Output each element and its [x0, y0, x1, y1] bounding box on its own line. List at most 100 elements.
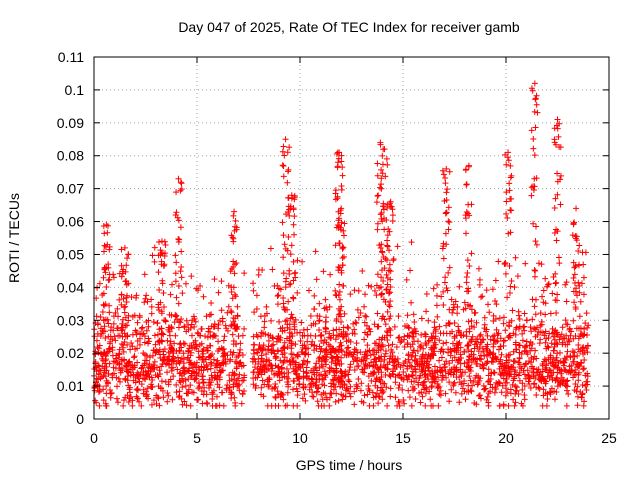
y-tick-label: 0.07: [57, 181, 84, 197]
data-point: [444, 287, 451, 294]
data-point: [151, 358, 158, 365]
data-point: [387, 198, 394, 205]
data-point: [378, 274, 385, 281]
data-point: [100, 372, 107, 379]
data-point: [238, 400, 245, 407]
data-point: [346, 378, 353, 385]
data-point: [452, 389, 459, 396]
data-point: [450, 380, 457, 387]
data-point: [281, 241, 288, 248]
data-point: [125, 251, 132, 258]
data-point: [313, 360, 320, 367]
data-point: [315, 385, 322, 392]
data-point: [237, 346, 244, 353]
data-point: [258, 352, 265, 359]
data-point: [97, 314, 104, 321]
data-point: [428, 344, 435, 351]
data-point: [465, 201, 472, 208]
data-point: [104, 241, 111, 248]
data-point: [585, 322, 592, 329]
data-point: [333, 326, 340, 333]
data-point: [492, 384, 499, 391]
data-point: [580, 332, 587, 339]
data-point: [573, 325, 580, 332]
data-point: [466, 354, 473, 361]
data-point: [531, 325, 538, 332]
data-point: [120, 348, 127, 355]
data-point: [115, 354, 122, 361]
data-point: [550, 347, 557, 354]
data-point: [292, 370, 299, 377]
data-point: [419, 393, 426, 400]
data-point: [584, 324, 591, 331]
data-point: [175, 175, 182, 182]
data-point: [439, 245, 446, 252]
data-point: [148, 310, 155, 317]
data-point: [364, 342, 371, 349]
data-point: [118, 291, 125, 298]
data-point: [124, 341, 131, 348]
data-point: [296, 329, 303, 336]
data-point: [231, 394, 238, 401]
data-point: [381, 215, 388, 222]
data-point: [235, 333, 242, 340]
data-point: [183, 402, 190, 409]
data-point: [577, 388, 584, 395]
data-point: [265, 346, 272, 353]
data-point: [134, 359, 141, 366]
data-point: [384, 243, 391, 250]
data-point: [140, 350, 147, 357]
data-point: [403, 372, 410, 379]
data-point: [113, 395, 120, 402]
data-point: [287, 315, 294, 322]
data-point: [400, 396, 407, 403]
data-point: [128, 294, 135, 301]
data-point: [120, 295, 127, 302]
data-point: [575, 247, 582, 254]
data-point: [416, 363, 423, 370]
data-point: [183, 317, 190, 324]
data-point: [122, 333, 129, 340]
data-point: [94, 344, 101, 351]
data-point: [95, 345, 102, 352]
data-point: [230, 284, 237, 291]
data-point: [502, 392, 509, 399]
data-point: [536, 376, 543, 383]
data-point: [557, 333, 564, 340]
data-point: [532, 311, 539, 318]
data-point: [382, 350, 389, 357]
data-point: [110, 274, 117, 281]
data-point: [576, 282, 583, 289]
data-point: [234, 326, 241, 333]
data-point: [449, 357, 456, 364]
data-point: [336, 343, 343, 350]
data-point: [489, 359, 496, 366]
data-point: [212, 374, 219, 381]
y-tick-label: 0.06: [57, 214, 84, 230]
data-point: [158, 308, 165, 315]
data-point: [124, 292, 131, 299]
data-point: [265, 383, 272, 390]
data-point: [330, 377, 337, 384]
data-point: [556, 143, 563, 150]
data-point: [550, 274, 557, 281]
data-point: [374, 310, 381, 317]
data-point: [516, 323, 523, 330]
data-point: [368, 359, 375, 366]
data-point: [351, 401, 358, 408]
data-point: [232, 293, 239, 300]
data-point: [296, 381, 303, 388]
data-point: [515, 325, 522, 332]
x-tick-label: 25: [601, 430, 617, 446]
data-point: [497, 356, 504, 363]
data-point: [307, 312, 314, 319]
data-point: [178, 186, 185, 193]
data-point: [574, 364, 581, 371]
data-point: [477, 331, 484, 338]
data-point: [171, 340, 178, 347]
data-point: [560, 362, 567, 369]
data-point: [259, 346, 266, 353]
data-point: [322, 371, 329, 378]
data-point: [191, 369, 198, 376]
data-point: [516, 316, 523, 323]
